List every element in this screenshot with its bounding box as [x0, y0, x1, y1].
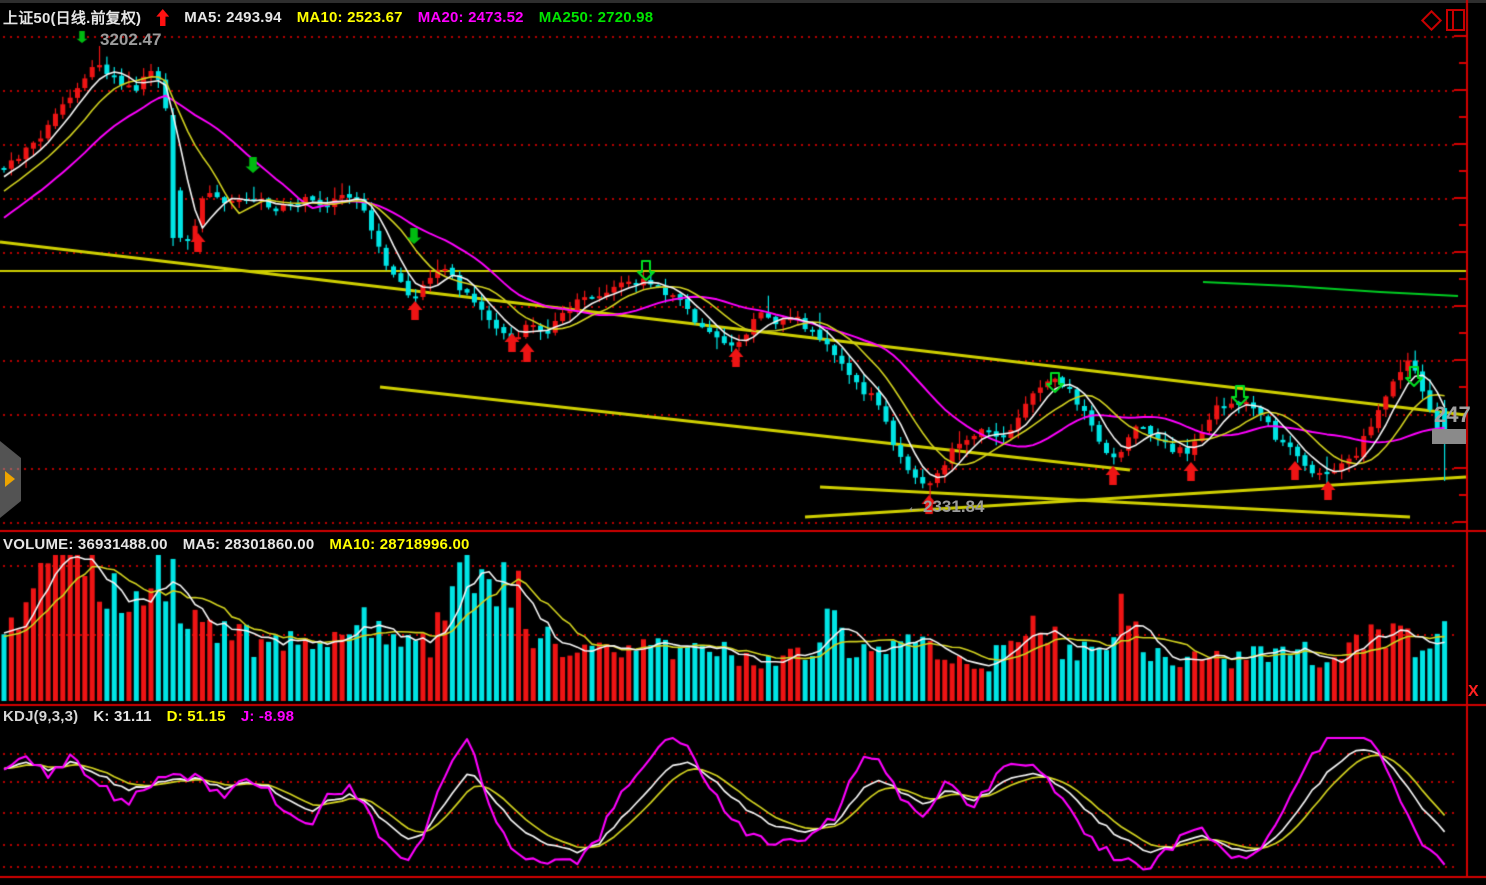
symbol-title: 上证50(日线.前复权) — [3, 10, 142, 27]
ma20-value: MA20: 2473.52 — [417, 9, 524, 26]
split-window-icon-divider — [1452, 11, 1454, 29]
volume-value: VOLUME: 36931488.00 — [3, 536, 168, 553]
low-price-arrow: ← — [906, 497, 923, 516]
volume-ma10-value: MA10: 28718996.00 — [329, 536, 470, 553]
x-marker[interactable]: X — [1468, 683, 1479, 700]
sidebar-expand-tab[interactable] — [0, 441, 21, 518]
up-arrow-icon — [156, 9, 170, 26]
high-price-label: 3202.47 — [100, 30, 162, 49]
ma10-value: MA10: 2523.67 — [296, 9, 403, 26]
expand-arrow-icon — [5, 471, 15, 487]
kdj-j-value: J: -8.98 — [240, 708, 295, 725]
low-price-value: 2331.84 — [923, 497, 985, 516]
last-price-box — [1432, 429, 1466, 444]
main-chart-header: 上证50(日线.前复权) MA5: 2493.94 MA10: 2523.67 … — [3, 7, 653, 28]
kdj-d-value: D: 51.15 — [166, 708, 226, 725]
split-window-icon[interactable] — [1446, 9, 1465, 31]
kdj-header: KDJ(9,3,3) K: 31.11 D: 51.15 J: -8.98 — [3, 708, 294, 725]
kdj-k-value: K: 31.11 — [93, 708, 152, 725]
ma5-value: MA5: 2493.94 — [184, 9, 282, 26]
last-price-label: 247 — [1434, 402, 1471, 427]
kdj-label: KDJ(9,3,3) — [3, 708, 79, 725]
volume-header: VOLUME: 36931488.00 MA5: 28301860.00 MA1… — [3, 536, 470, 553]
volume-ma5-value: MA5: 28301860.00 — [182, 536, 315, 553]
low-price-label: ←2331.84 — [906, 497, 984, 517]
ma250-value: MA250: 2720.98 — [538, 9, 654, 26]
